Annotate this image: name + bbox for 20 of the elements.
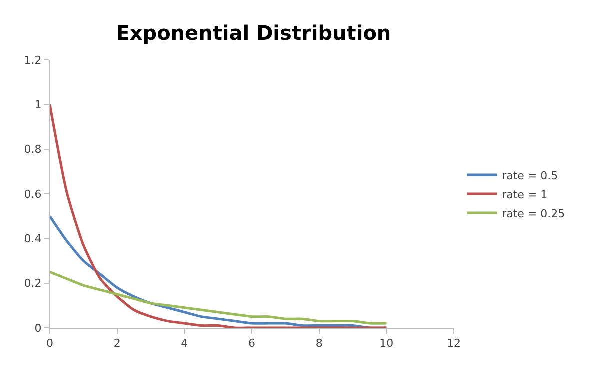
x-tick-label: 12 xyxy=(447,337,461,350)
legend-label: rate = 0.5 xyxy=(502,169,558,182)
x-tick-label: 0 xyxy=(46,337,54,350)
x-tick-label: 4 xyxy=(181,337,188,350)
y-tick-label: 0.6 xyxy=(24,188,42,201)
x-tick-label: 10 xyxy=(380,337,394,350)
legend-label: rate = 1 xyxy=(502,188,548,202)
x-tick-label: 8 xyxy=(316,337,323,350)
x-tick-label: 2 xyxy=(114,337,121,350)
legend-label: rate = 0.25 xyxy=(502,207,566,220)
y-tick-label: 1.2 xyxy=(24,54,42,67)
y-tick-label: 0.4 xyxy=(24,232,42,246)
chart-title: Exponential Distribution xyxy=(116,20,392,45)
y-tick-label: 0.8 xyxy=(24,143,42,156)
y-tick-label: 0 xyxy=(34,322,42,335)
y-tick-label: 0.2 xyxy=(24,277,42,290)
x-tick-label: 6 xyxy=(248,337,256,350)
y-tick-label: 1 xyxy=(34,98,42,112)
line-series xyxy=(50,103,388,328)
line-series xyxy=(50,270,388,325)
